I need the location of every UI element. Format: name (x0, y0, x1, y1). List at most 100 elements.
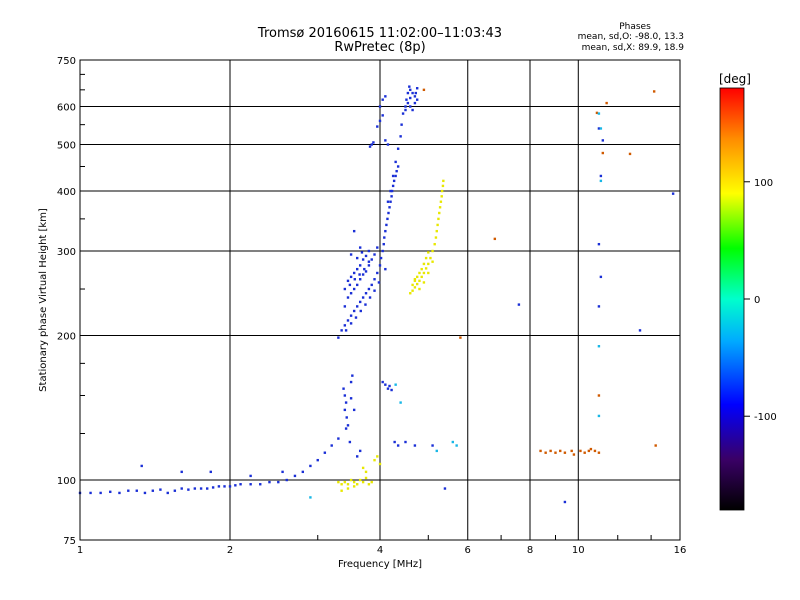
data-point (344, 401, 348, 404)
data-point (393, 440, 396, 444)
data-point (337, 336, 340, 339)
data-point (211, 486, 215, 489)
data-point (151, 489, 155, 492)
data-point (451, 440, 455, 444)
data-point (434, 236, 438, 239)
data-point (309, 496, 312, 499)
data-point (431, 260, 434, 263)
data-point (599, 127, 603, 130)
data-point (355, 455, 359, 458)
data-point (390, 388, 393, 392)
data-point (442, 179, 445, 183)
data-point (143, 491, 147, 495)
data-point (285, 478, 288, 482)
data-point (352, 229, 356, 233)
data-point (140, 464, 143, 468)
data-point (368, 145, 372, 148)
data-point (415, 98, 419, 101)
data-point (344, 427, 348, 430)
data-point (563, 451, 567, 454)
data-point (355, 283, 359, 287)
data-point (382, 242, 385, 246)
data-point (394, 174, 397, 178)
data-point (370, 283, 373, 287)
data-point (358, 264, 362, 267)
y-tick-label: 600 (57, 103, 76, 114)
chart-title: Tromsø 20160615 11:02:00–11:03:43 (257, 26, 503, 41)
data-point (597, 394, 601, 397)
data-point (354, 316, 358, 319)
data-point (422, 262, 426, 266)
data-point (268, 480, 271, 484)
data-point (349, 380, 353, 384)
data-point (373, 458, 376, 462)
data-point (595, 111, 599, 115)
data-point (386, 217, 389, 221)
data-point (358, 278, 362, 281)
data-point (415, 275, 419, 279)
data-point (370, 480, 373, 484)
data-point (384, 95, 387, 98)
data-point (358, 300, 362, 304)
data-point (364, 270, 368, 273)
data-point (349, 314, 353, 317)
data-point (563, 500, 567, 504)
data-point (413, 444, 417, 447)
y-axis-label: Stationary phase Virtual Height [km] (38, 208, 49, 392)
data-point (367, 483, 371, 486)
data-point (209, 470, 212, 474)
data-point (389, 200, 392, 203)
data-point (427, 262, 430, 266)
data-point (361, 258, 365, 261)
data-point (409, 96, 412, 100)
data-point (671, 192, 675, 195)
points-layer (78, 85, 675, 504)
data-point (378, 462, 382, 466)
data-point (539, 449, 542, 453)
x-tick-label: 16 (674, 545, 687, 556)
data-point (349, 397, 353, 400)
data-point (384, 267, 387, 271)
data-point (358, 273, 361, 276)
data-point (415, 282, 419, 286)
data-point (593, 449, 597, 453)
data-point (363, 267, 366, 271)
data-point (517, 303, 521, 306)
data-point (411, 283, 414, 287)
data-point (559, 449, 562, 453)
ticks-layer: 1 2 4 6 8 10 16 75 100 200 300 400 500 600 750 (57, 56, 686, 556)
data-point (355, 267, 359, 271)
data-point (343, 480, 347, 484)
data-point (599, 174, 603, 178)
data-point (349, 275, 353, 279)
stats-header: Phases (619, 22, 651, 32)
data-point (135, 489, 138, 492)
data-point (409, 292, 412, 295)
data-point (589, 447, 593, 451)
data-point (579, 449, 582, 453)
data-point (418, 287, 421, 291)
data-point (396, 165, 400, 168)
data-point (549, 449, 552, 453)
data-point (337, 480, 340, 484)
data-point (277, 480, 280, 484)
data-point (628, 152, 632, 156)
data-point (455, 444, 458, 447)
data-point (443, 487, 447, 490)
colorbar-tick-label: -100 (754, 412, 777, 423)
x-axis-label: Frequency [MHz] (338, 559, 422, 570)
data-point (330, 444, 333, 447)
data-point (391, 174, 395, 178)
data-point (381, 114, 384, 117)
data-point (361, 480, 365, 484)
data-point (293, 474, 297, 478)
data-point (413, 101, 417, 105)
data-point (344, 329, 348, 332)
data-point (352, 480, 356, 484)
data-point (413, 279, 417, 283)
colorbar-ticks: 100 0 -100 (744, 178, 777, 423)
x-tick-label: 1 (77, 545, 83, 556)
data-point (376, 125, 379, 128)
data-point (381, 249, 384, 253)
data-point (404, 440, 407, 444)
